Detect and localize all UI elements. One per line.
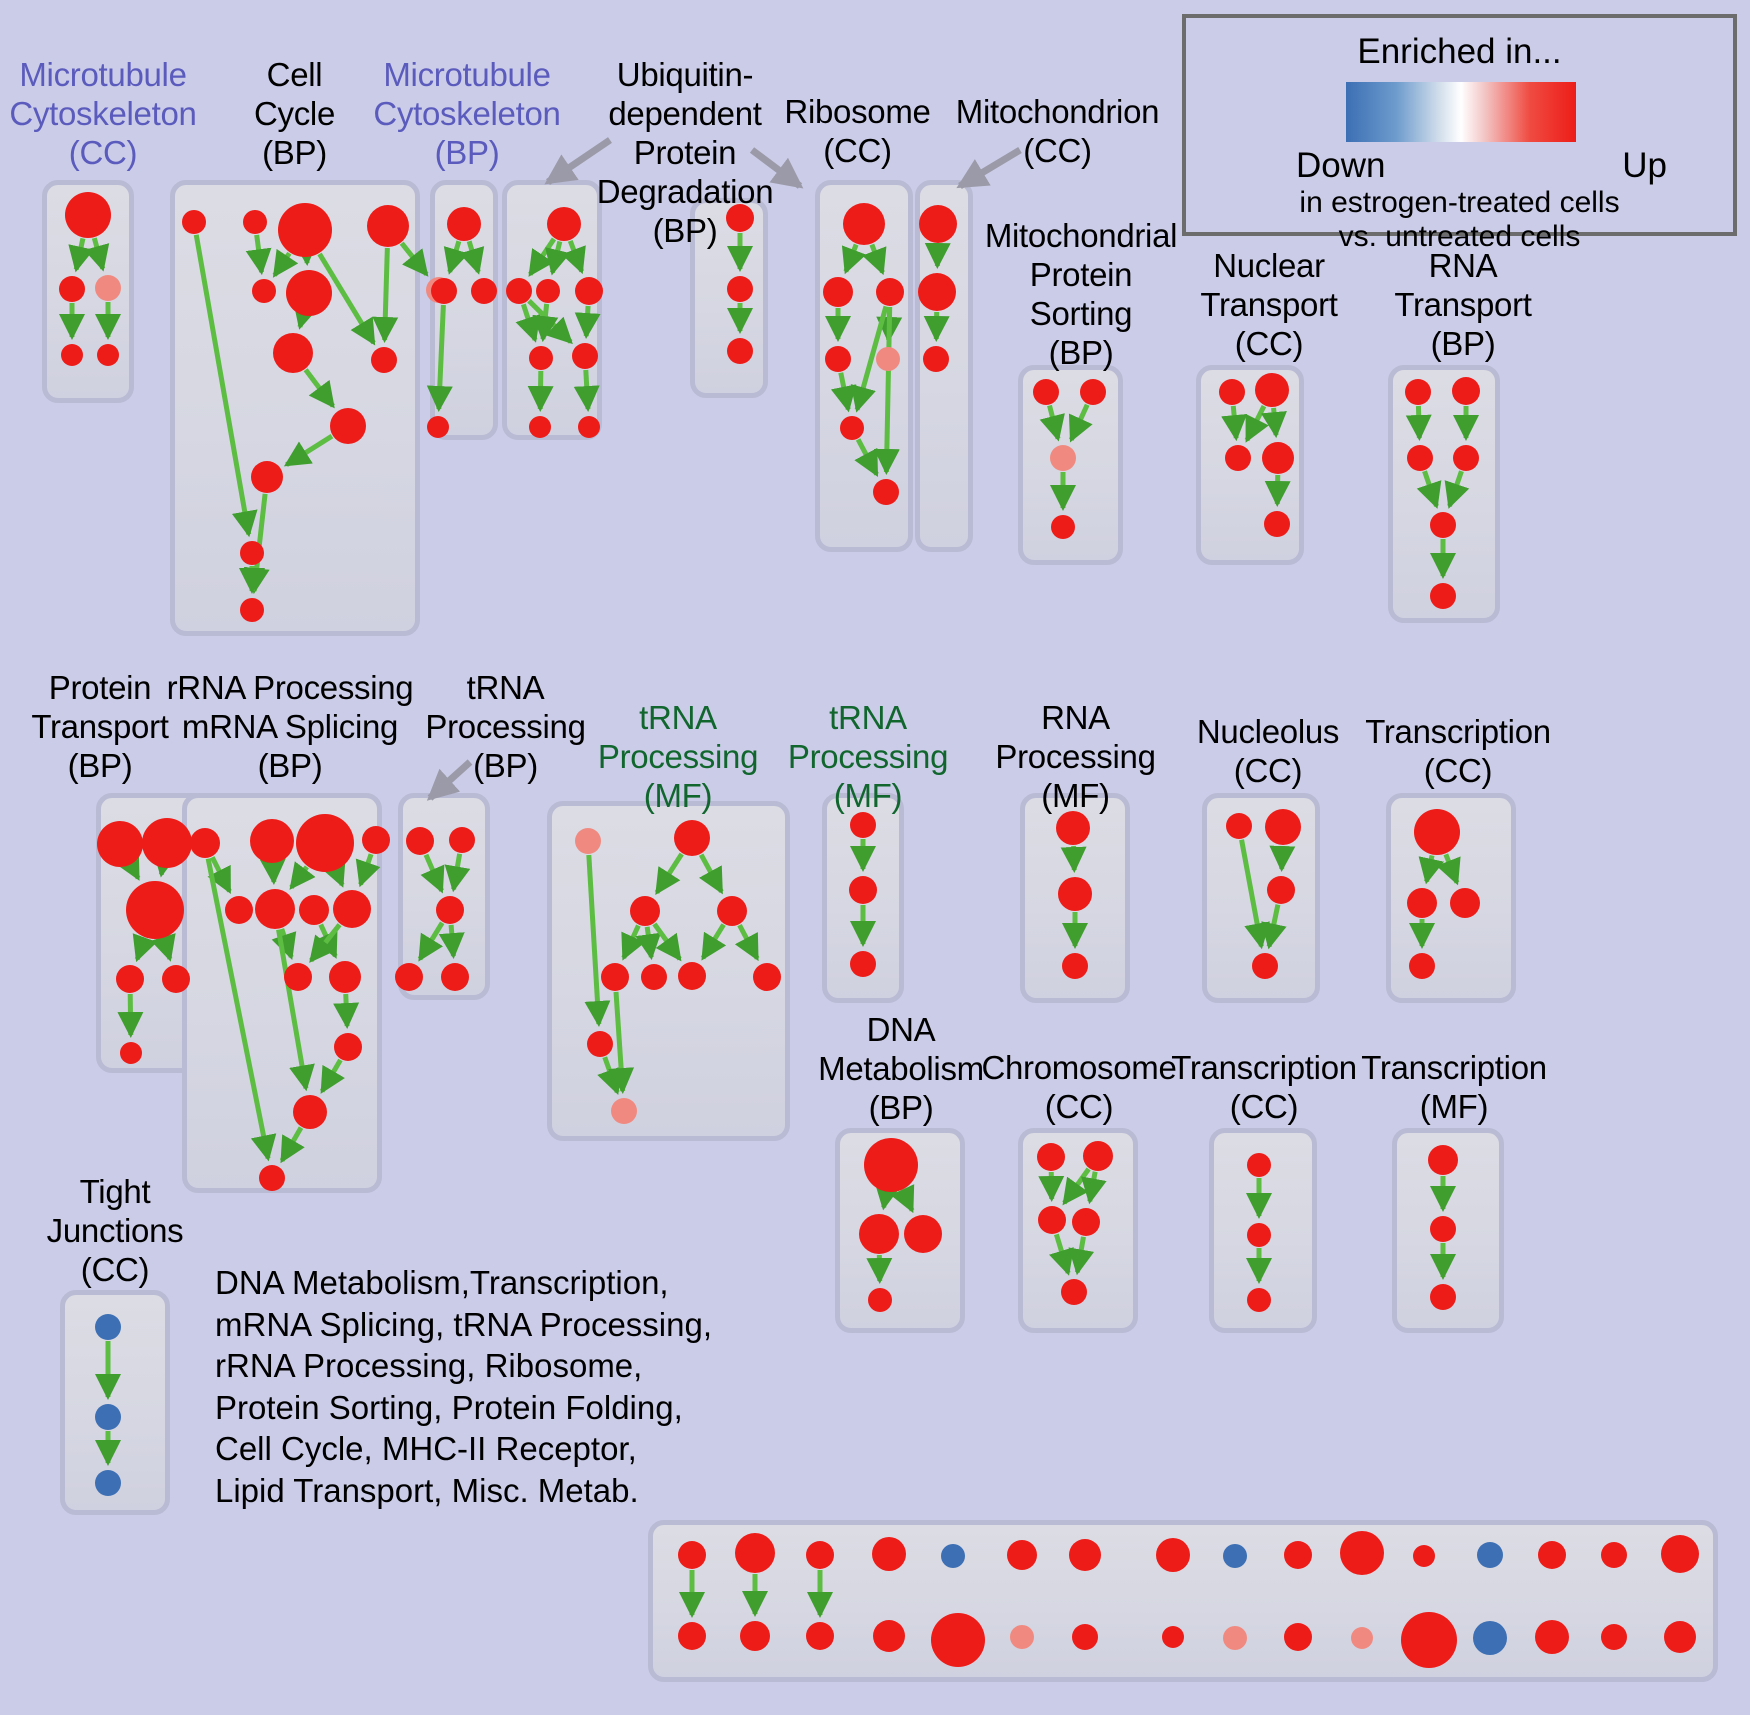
label-transcription-cc-1: Transcription (CC) (1365, 713, 1551, 789)
module-panel-nuclear-transport-cc[interactable] (1196, 365, 1304, 565)
label-nuclear-transport-cc: Nuclear Transport (CC) (1200, 247, 1338, 362)
label-microtubule-bp: Microtubule Cytoskeleton (BP) (373, 56, 561, 171)
module-panel-dna-metabolism-bp[interactable] (835, 1128, 965, 1333)
label-trna-processing-mf-2: tRNA Processing (MF) (787, 699, 949, 814)
label-transcription-cc-2: Transcription (CC) (1171, 1049, 1357, 1125)
module-panel-trna-processing-mf-2[interactable] (822, 793, 904, 1003)
label-chromosome-cc: Chromosome (CC) (981, 1049, 1177, 1125)
module-listing-text: DNA Metabolism,Transcription, mRNA Splic… (215, 1264, 713, 1509)
legend-down-label: Down (1296, 146, 1386, 185)
module-panel-rna-processing-mf[interactable] (1020, 793, 1130, 1003)
label-nucleolus-cc: Nucleolus (CC) (1196, 713, 1340, 789)
module-panel-mito-protein-sorting-bp[interactable] (1018, 365, 1123, 565)
legend-subtitle-line2: vs. untreated cells (1338, 220, 1581, 253)
label-transcription-mf: Transcription (MF) (1361, 1049, 1547, 1125)
module-panel-ribosome-cc[interactable] (815, 180, 913, 552)
label-trna-processing-bp: tRNA Processing (BP) (425, 669, 586, 784)
label-trna-processing-mf-1: tRNA Processing (MF) (597, 699, 759, 814)
module-panel-microtubule-cc[interactable] (42, 180, 134, 403)
label-mito-protein-sorting-bp: Mitochondrial Protein Sorting (BP) (984, 217, 1178, 371)
legend-color-bar (1346, 82, 1576, 142)
label-microtubule-cc: Microtubule Cytoskeleton (CC) (9, 56, 197, 171)
module-panel-trna-processing-bp[interactable] (398, 793, 490, 1000)
module-panel-rna-transport-bp[interactable] (1388, 365, 1500, 623)
module-panel-misc-bottom-row[interactable] (648, 1520, 1718, 1682)
label-rrna-mrna-bp: rRNA Processing mRNA Splicing (BP) (166, 669, 414, 784)
module-panel-microtubule-bp[interactable] (430, 180, 498, 440)
label-cell-cycle-bp: Cell Cycle (BP) (253, 56, 336, 171)
legend-subtitle-line1: in estrogen-treated cells (1299, 186, 1620, 219)
module-panel-rrna-mrna-bp[interactable] (182, 793, 382, 1193)
label-protein-transport-bp: Protein Transport (BP) (31, 669, 169, 784)
module-panel-mitochondrion-cc[interactable] (915, 180, 973, 552)
module-panel-tight-junctions-cc[interactable] (60, 1290, 170, 1515)
label-rna-processing-mf: RNA Processing (MF) (995, 699, 1156, 814)
module-panel-nucleolus-cc[interactable] (1202, 793, 1320, 1003)
label-ubiquitin-bp: Ubiquitin- dependent Protein Degradation… (596, 56, 774, 249)
module-panel-transcription-mf[interactable] (1392, 1128, 1504, 1333)
label-rna-transport-bp: RNA Transport (BP) (1394, 247, 1532, 362)
module-panel-transcription-cc-2[interactable] (1209, 1128, 1317, 1333)
label-mitochondrion-cc: Mitochondrion (CC) (955, 93, 1160, 169)
module-panel-cell-cycle-bp[interactable] (170, 180, 420, 636)
label-ribosome-cc: Ribosome (CC) (784, 93, 931, 169)
label-dna-metabolism-bp: DNA Metabolism (BP) (818, 1011, 984, 1126)
module-panel-transcription-cc-1[interactable] (1386, 793, 1516, 1003)
legend-title: Enriched in... (1357, 32, 1562, 71)
legend-box: Enriched in... Down Up in estrogen-treat… (1182, 14, 1737, 253)
module-panel-chromosome-cc[interactable] (1018, 1128, 1138, 1333)
label-tight-junctions-cc: Tight Junctions (CC) (46, 1173, 184, 1288)
module-panel-trna-processing-mf-1[interactable] (547, 801, 790, 1141)
legend-up-label: Up (1622, 146, 1667, 185)
